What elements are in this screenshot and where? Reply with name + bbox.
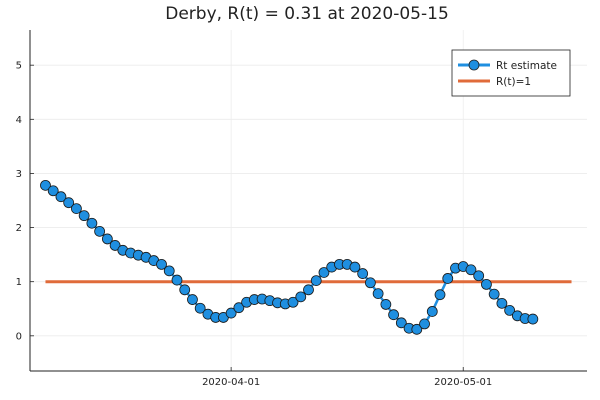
rt-estimate-point bbox=[426, 306, 438, 317]
rt-estimate-series bbox=[40, 179, 539, 335]
rt-estimate-point bbox=[109, 240, 121, 251]
y-tick-label: 1 bbox=[16, 277, 22, 288]
rt-estimate-point bbox=[473, 270, 485, 282]
rt-estimate-point bbox=[295, 291, 307, 303]
y-tick-label: 5 bbox=[16, 61, 22, 72]
legend-label-reference: R(t)=1 bbox=[496, 76, 531, 88]
rt-estimate-point bbox=[171, 274, 183, 286]
rt-estimate-point bbox=[504, 304, 516, 316]
y-tick-labels: 0 1 2 3 4 5 bbox=[16, 61, 22, 343]
rt-estimate-point bbox=[225, 307, 237, 319]
rt-estimate-point bbox=[488, 288, 500, 300]
rt-estimate-point bbox=[349, 261, 361, 273]
rt-estimate-point bbox=[357, 268, 369, 279]
rt-estimate-point bbox=[233, 302, 245, 314]
legend-marker-rt-estimate bbox=[468, 59, 480, 71]
rt-estimate-point bbox=[527, 313, 539, 325]
rt-estimate-point bbox=[194, 302, 206, 314]
x-tick-label: 2020-04-01 bbox=[202, 377, 260, 388]
rt-estimate-point bbox=[372, 288, 384, 299]
rt-estimate-point bbox=[380, 299, 392, 310]
rt-estimate-point bbox=[86, 217, 98, 229]
rt-estimate-line bbox=[44, 184, 533, 331]
y-tick-label: 2 bbox=[16, 223, 22, 234]
rt-estimate-point bbox=[411, 323, 423, 335]
x-tick-labels: 2020-04-01 2020-05-01 bbox=[202, 377, 492, 388]
rt-estimate-point bbox=[179, 284, 191, 296]
rt-estimate-point bbox=[303, 284, 314, 296]
rt-estimate-point bbox=[419, 318, 430, 330]
rt-estimate-point bbox=[442, 273, 454, 284]
rt-estimate-point bbox=[101, 233, 113, 245]
rt-estimate-point bbox=[310, 275, 322, 287]
rt-estimate-point bbox=[40, 179, 51, 191]
legend: Rt estimate R(t)=1 bbox=[451, 49, 571, 97]
rt-estimate-point bbox=[47, 185, 59, 197]
y-tick-label: 0 bbox=[16, 331, 22, 342]
y-tick-label: 4 bbox=[16, 115, 22, 126]
rt-estimate-point bbox=[187, 294, 198, 305]
rt-estimate-point bbox=[364, 277, 376, 289]
chart-title: Derby, R(t) = 0.31 at 2020-05-15 bbox=[165, 4, 449, 24]
rt-estimate-point bbox=[318, 267, 330, 278]
rt-estimate-point bbox=[395, 317, 407, 329]
rt-estimate-point bbox=[94, 225, 106, 237]
rt-estimate-point bbox=[156, 258, 167, 270]
axes bbox=[29, 30, 587, 372]
rt-estimate-point bbox=[287, 296, 299, 308]
rt-estimate-point bbox=[496, 297, 508, 309]
rt-estimate-point bbox=[465, 264, 477, 276]
rt-estimate-point bbox=[388, 309, 399, 321]
legend-label-rt-estimate: Rt estimate bbox=[496, 60, 557, 72]
legend-box bbox=[451, 49, 571, 97]
rt-estimate-point bbox=[163, 265, 175, 277]
rt-estimate-point bbox=[434, 289, 446, 301]
rt-estimate-point bbox=[71, 203, 82, 215]
rt-estimate-point bbox=[78, 210, 90, 222]
y-tick-label: 3 bbox=[16, 169, 22, 180]
x-tick-label: 2020-05-01 bbox=[434, 377, 492, 388]
rt-estimate-point bbox=[55, 191, 67, 203]
rt-estimate-point bbox=[63, 197, 75, 209]
rt-estimate-point bbox=[481, 278, 492, 290]
